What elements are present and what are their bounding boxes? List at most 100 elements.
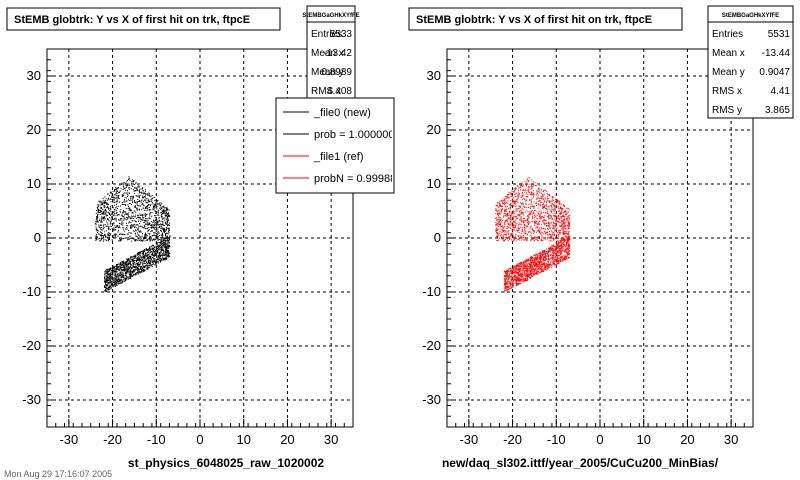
data-point xyxy=(565,230,567,232)
data-point xyxy=(519,205,521,207)
data-point xyxy=(128,184,130,186)
data-point xyxy=(113,201,115,203)
data-point xyxy=(503,230,505,232)
data-point xyxy=(530,239,532,241)
data-point xyxy=(143,204,145,206)
data-point xyxy=(521,239,523,241)
data-point xyxy=(559,213,561,215)
y-tick-label: -30 xyxy=(422,392,441,407)
data-point xyxy=(562,214,564,216)
data-point xyxy=(541,235,543,237)
data-point xyxy=(150,256,152,258)
data-point xyxy=(560,240,562,242)
data-point xyxy=(162,206,164,208)
data-point xyxy=(109,268,111,270)
data-point xyxy=(529,262,531,264)
data-point xyxy=(115,188,117,190)
data-point xyxy=(536,268,538,270)
data-point xyxy=(144,192,146,194)
data-point xyxy=(106,287,108,289)
data-point xyxy=(547,215,549,217)
data-point xyxy=(527,223,529,225)
data-point xyxy=(147,230,149,232)
data-point xyxy=(158,224,160,226)
data-point xyxy=(553,209,555,211)
data-point xyxy=(113,229,115,231)
data-point xyxy=(110,285,112,287)
data-point xyxy=(535,253,537,255)
data-point xyxy=(106,269,108,271)
data-point xyxy=(138,234,140,236)
data-point xyxy=(97,230,99,232)
data-point xyxy=(128,263,130,265)
data-point xyxy=(515,187,517,189)
data-point xyxy=(160,220,162,222)
data-point xyxy=(528,213,530,215)
data-point xyxy=(153,256,155,258)
data-point xyxy=(119,274,121,276)
data-point xyxy=(167,215,169,217)
data-point xyxy=(107,233,109,235)
data-point xyxy=(111,273,113,275)
data-point xyxy=(503,215,505,217)
data-point xyxy=(122,212,124,214)
data-point xyxy=(114,225,116,227)
data-point xyxy=(548,208,550,210)
data-point xyxy=(152,207,154,209)
data-point xyxy=(136,269,138,271)
data-point xyxy=(512,221,514,223)
data-point xyxy=(101,210,103,212)
data-point xyxy=(107,197,109,199)
data-point xyxy=(137,258,139,260)
data-point xyxy=(541,224,543,226)
data-point xyxy=(136,256,138,258)
data-point xyxy=(113,277,115,279)
data-point xyxy=(537,207,539,209)
data-point xyxy=(533,231,535,233)
data-point xyxy=(102,213,104,215)
data-point xyxy=(163,232,165,234)
data-point xyxy=(521,218,523,220)
data-point xyxy=(152,248,154,250)
data-point xyxy=(136,263,138,265)
data-point xyxy=(129,270,131,272)
data-point xyxy=(99,211,101,213)
data-point xyxy=(128,215,130,217)
data-point xyxy=(109,269,111,271)
data-point xyxy=(108,233,110,235)
data-point xyxy=(498,205,500,207)
data-point xyxy=(122,182,124,184)
data-point xyxy=(560,245,562,247)
data-point xyxy=(522,220,524,222)
data-point xyxy=(532,204,534,206)
data-point xyxy=(525,265,527,267)
data-point xyxy=(150,245,152,247)
data-point xyxy=(158,227,160,229)
data-point xyxy=(515,215,517,217)
data-point xyxy=(552,233,554,235)
data-point xyxy=(148,256,150,258)
data-point xyxy=(141,252,143,254)
data-point xyxy=(142,207,144,209)
data-point xyxy=(500,223,502,225)
data-point xyxy=(513,210,515,212)
data-point xyxy=(156,219,158,221)
data-point xyxy=(135,205,137,207)
data-point xyxy=(147,226,149,228)
data-point xyxy=(158,249,160,251)
data-point xyxy=(113,237,115,239)
data-point xyxy=(168,229,170,231)
data-point xyxy=(107,269,109,271)
data-point xyxy=(151,265,153,267)
data-point xyxy=(149,212,151,214)
data-point xyxy=(143,191,145,193)
data-point xyxy=(114,282,116,284)
data-point xyxy=(135,235,137,237)
data-point xyxy=(120,218,122,220)
data-point xyxy=(147,232,149,234)
data-point xyxy=(527,193,529,195)
data-point xyxy=(562,229,564,231)
data-point xyxy=(162,257,164,259)
data-point xyxy=(546,190,548,192)
